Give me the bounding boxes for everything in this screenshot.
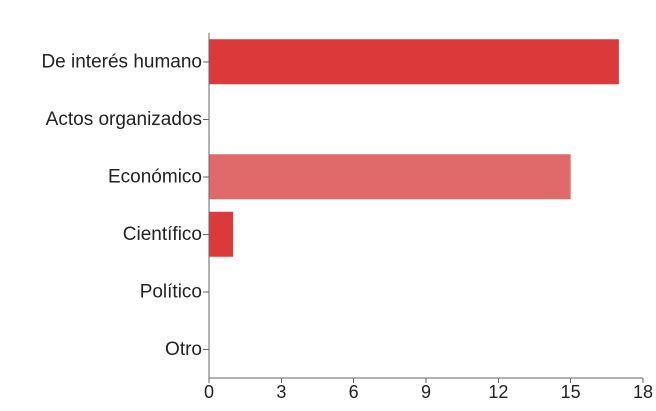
bar-economico xyxy=(209,154,571,200)
bar-de-interes-humano xyxy=(209,39,619,85)
category-label-cientifico: Científico xyxy=(123,224,202,245)
category-label-otro: Otro xyxy=(165,339,202,360)
x-tick-label-18: 18 xyxy=(633,382,653,402)
x-tick-label-9: 9 xyxy=(421,382,431,402)
x-tick-label-12: 12 xyxy=(488,382,508,402)
category-label-actos-organizados: Actos organizados xyxy=(46,109,202,130)
bars-layer xyxy=(209,39,619,257)
x-tick-label-6: 6 xyxy=(349,382,359,402)
axis-layer xyxy=(203,33,644,383)
x-tick-label-0: 0 xyxy=(204,382,214,402)
x-tick-label-15: 15 xyxy=(561,382,581,402)
category-label-de-interes-humano: De interés humano xyxy=(41,51,202,72)
category-label-politico: Político xyxy=(140,281,202,302)
bar-cientifico xyxy=(209,211,234,257)
labels-layer: De interés humano Actos organizados Económ… xyxy=(41,51,653,402)
x-tick-label-3: 3 xyxy=(276,382,286,402)
category-label-economico: Económico xyxy=(108,166,202,187)
